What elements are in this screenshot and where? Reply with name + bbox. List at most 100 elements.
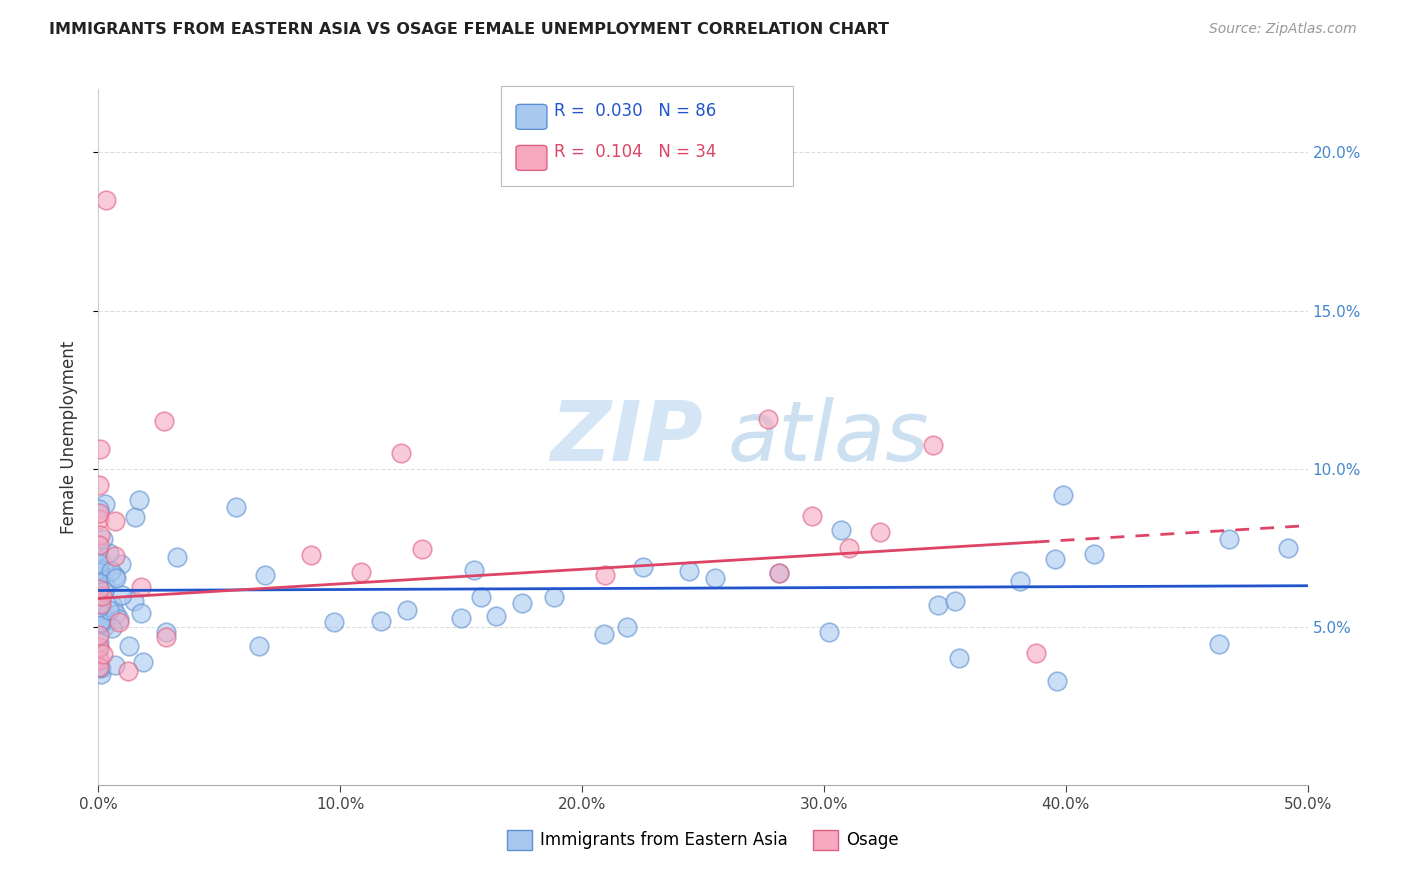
Point [90, 605, 112, 619]
Point [89, 442, 111, 456]
Point [1025, 646, 1047, 660]
Point [1008, 574, 1031, 588]
Point [225, 500, 247, 514]
Point [110, 557, 132, 571]
Text: R =  0.104   N = 34: R = 0.104 N = 34 [554, 143, 716, 161]
Point [104, 607, 127, 621]
Point [1083, 547, 1105, 561]
Y-axis label: Female Unemployment: Female Unemployment [59, 341, 77, 533]
Point [247, 639, 270, 653]
Point [90, 566, 112, 580]
Point [87, 511, 110, 525]
Point [87, 590, 110, 604]
Point [107, 615, 129, 629]
Point [90, 607, 112, 621]
Point [299, 549, 322, 563]
Point [93, 583, 115, 598]
Point [129, 607, 152, 621]
Point [89, 477, 111, 491]
Point [1045, 552, 1067, 566]
Point [87, 506, 110, 520]
Point [463, 563, 485, 577]
Point [927, 598, 949, 612]
Point [830, 523, 852, 537]
Point [87, 595, 110, 609]
Point [87, 635, 110, 649]
Point [389, 446, 412, 460]
Point [90, 667, 112, 681]
Text: Source: ZipAtlas.com: Source: ZipAtlas.com [1209, 22, 1357, 37]
Point [756, 412, 779, 426]
Point [97, 603, 120, 617]
Point [90, 661, 112, 675]
Point [1052, 488, 1074, 502]
Point [94, 193, 117, 207]
Point [90, 616, 112, 631]
Point [350, 566, 373, 580]
Point [89, 528, 111, 542]
Point [91, 600, 114, 615]
Point [1218, 532, 1240, 546]
Point [87, 640, 110, 655]
Point [104, 568, 127, 582]
Point [104, 549, 127, 563]
Point [89, 598, 111, 612]
Point [370, 614, 392, 628]
Point [87, 538, 110, 552]
Point [768, 566, 790, 580]
Point [768, 566, 790, 580]
Point [87, 603, 110, 617]
Point [94, 497, 117, 511]
Point [87, 599, 110, 614]
Point [87, 602, 110, 616]
Point [89, 602, 111, 616]
Text: atlas: atlas [727, 397, 929, 477]
Point [322, 615, 344, 630]
Text: ZIP: ZIP [550, 397, 703, 477]
Point [450, 611, 472, 625]
Point [108, 612, 131, 626]
Point [124, 509, 146, 524]
Point [87, 565, 110, 579]
Point [104, 657, 127, 672]
Point [94, 579, 117, 593]
Point [470, 590, 492, 604]
Point [921, 438, 943, 452]
Point [98, 546, 121, 560]
Point [616, 620, 638, 634]
Point [131, 655, 153, 669]
Point [166, 550, 188, 565]
Point [93, 563, 115, 577]
Point [87, 582, 110, 597]
Point [87, 628, 110, 642]
Point [89, 616, 111, 631]
Point [117, 639, 139, 653]
Point [87, 573, 110, 587]
Point [89, 660, 111, 674]
Point [703, 571, 725, 585]
Point [87, 604, 110, 618]
Point [87, 653, 110, 667]
Point [87, 614, 110, 628]
Point [411, 541, 433, 556]
Point [90, 553, 112, 567]
Point [129, 581, 152, 595]
Point [818, 624, 841, 639]
Point [101, 621, 124, 635]
Point [89, 556, 111, 570]
Point [152, 414, 174, 428]
Point [485, 609, 508, 624]
Point [948, 651, 970, 665]
Point [105, 571, 128, 585]
Legend: Immigrants from Eastern Asia, Osage: Immigrants from Eastern Asia, Osage [501, 823, 905, 856]
Point [1208, 637, 1230, 651]
Point [155, 624, 177, 639]
Point [122, 594, 145, 608]
Point [111, 588, 134, 602]
Point [89, 641, 111, 656]
Point [838, 541, 860, 556]
Point [91, 589, 114, 603]
Point [91, 647, 114, 661]
Point [91, 533, 114, 547]
Point [253, 568, 276, 582]
